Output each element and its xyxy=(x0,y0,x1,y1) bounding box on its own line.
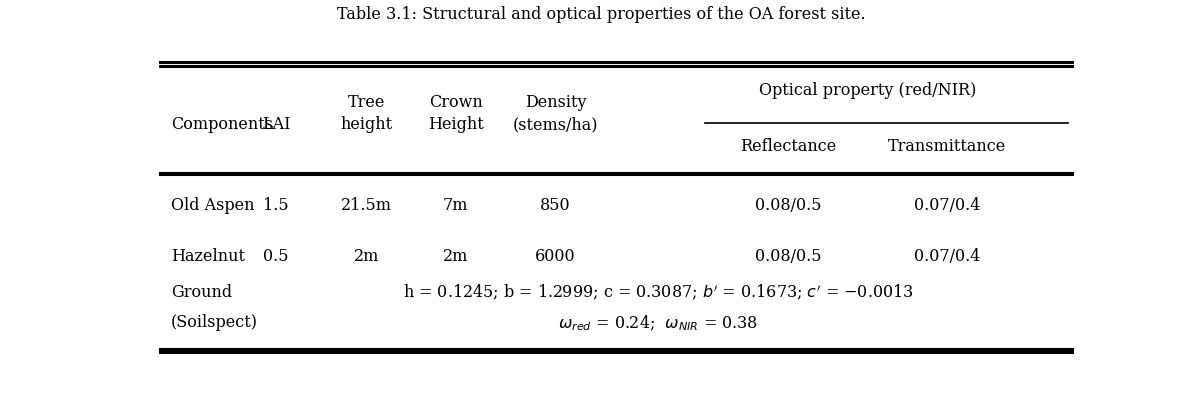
Text: Old Aspen: Old Aspen xyxy=(171,197,255,214)
Text: 2m: 2m xyxy=(444,248,469,265)
Text: Transmittance: Transmittance xyxy=(887,138,1006,155)
Text: Components: Components xyxy=(171,116,273,133)
Text: 6000: 6000 xyxy=(535,248,576,265)
Text: 0.08/0.5: 0.08/0.5 xyxy=(755,197,822,214)
Text: 2m: 2m xyxy=(353,248,379,265)
Text: Crown
Height: Crown Height xyxy=(428,94,483,133)
Text: 0.5: 0.5 xyxy=(263,248,288,265)
Text: Optical property (red/NIR): Optical property (red/NIR) xyxy=(758,82,976,99)
Text: (Soilspect): (Soilspect) xyxy=(171,314,257,331)
Text: 0.07/0.4: 0.07/0.4 xyxy=(914,197,980,214)
Text: 1.5: 1.5 xyxy=(263,197,288,214)
Text: 21.5m: 21.5m xyxy=(341,197,392,214)
Text: Table 3.1: Structural and optical properties of the OA forest site.: Table 3.1: Structural and optical proper… xyxy=(337,6,865,23)
Text: $\omega_{red}$ = 0.24;  $\omega_{NIR}$ = 0.38: $\omega_{red}$ = 0.24; $\omega_{NIR}$ = … xyxy=(558,314,758,333)
Text: 850: 850 xyxy=(540,197,571,214)
Text: Reflectance: Reflectance xyxy=(740,138,837,155)
Text: Hazelnut: Hazelnut xyxy=(171,248,245,265)
Text: Tree
height: Tree height xyxy=(340,94,392,133)
Text: Density
(stems/ha): Density (stems/ha) xyxy=(513,94,599,133)
Text: 0.08/0.5: 0.08/0.5 xyxy=(755,248,822,265)
Text: h = 0.1245; b = 1.2999; c = 0.3087; $b'$ = 0.1673; $c'$ = $-$0.0013: h = 0.1245; b = 1.2999; c = 0.3087; $b'$… xyxy=(403,283,914,303)
Text: Ground: Ground xyxy=(171,284,232,301)
Text: 7m: 7m xyxy=(444,197,469,214)
Text: LAI: LAI xyxy=(262,116,290,133)
Text: 0.07/0.4: 0.07/0.4 xyxy=(914,248,980,265)
